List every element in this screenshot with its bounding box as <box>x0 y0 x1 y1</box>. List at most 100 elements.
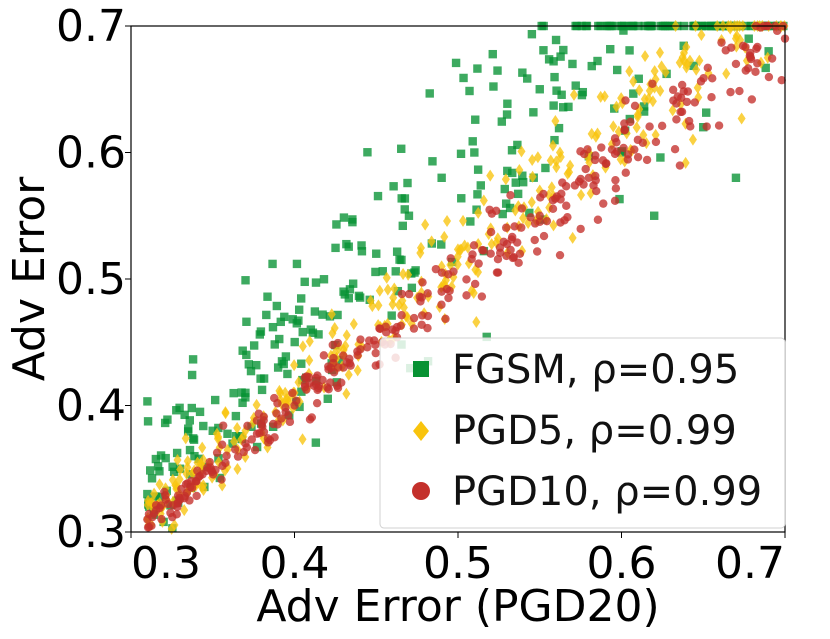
fgsm-point <box>348 217 357 227</box>
fgsm-point <box>333 310 342 320</box>
fgsm-point <box>615 194 624 204</box>
pgd10-point <box>508 232 517 242</box>
pgd10-point <box>307 413 317 422</box>
pgd10-point <box>217 440 227 449</box>
axis-ticks: 0.3 0.4 0.5 0.6 0.7 0.3 0.4 0.5 0.6 0.7 <box>56 1 786 589</box>
pgd5-point <box>546 154 555 167</box>
pgd5-point <box>600 90 609 103</box>
pgd10-point <box>621 168 630 177</box>
x-tick-label: 0.4 <box>260 538 330 589</box>
pgd10-point <box>369 336 379 345</box>
pgd5-point <box>682 40 691 53</box>
pgd5-point <box>632 121 641 134</box>
fgsm-point <box>503 99 512 108</box>
pgd10-point <box>417 311 427 320</box>
fgsm-point <box>577 90 587 100</box>
y-tick-label: 0.4 <box>56 381 126 432</box>
pgd10-point <box>703 63 712 73</box>
y-tick-label: 0.5 <box>56 254 126 305</box>
pgd10-point <box>611 184 621 193</box>
fgsm-point <box>392 247 402 256</box>
pgd5-point <box>547 181 556 194</box>
pgd10-point <box>717 38 726 47</box>
fgsm-point <box>437 240 446 249</box>
fgsm-point <box>155 492 164 502</box>
fgsm-point <box>199 421 208 431</box>
pgd5-point <box>305 354 314 367</box>
pgd10-point <box>672 115 681 124</box>
pgd5-point <box>517 145 526 158</box>
fgsm-point <box>505 203 515 213</box>
pgd10-point <box>675 161 685 170</box>
pgd10-point <box>495 248 505 258</box>
legend-box <box>379 337 786 529</box>
fgsm-point <box>311 438 321 447</box>
fgsm-point <box>156 451 166 460</box>
fgsm-point <box>283 369 292 379</box>
pgd10-point <box>486 227 496 237</box>
pgd10-point <box>581 164 590 174</box>
fgsm-point <box>210 395 220 405</box>
pgd10-point <box>329 353 338 363</box>
pgd10-point <box>470 279 480 289</box>
fgsm-point <box>342 239 351 249</box>
fgsm-point <box>391 267 400 276</box>
fgsm-point <box>143 489 152 499</box>
pgd10-point <box>747 95 757 104</box>
pgd10-point <box>243 421 252 431</box>
fgsm-point <box>296 294 306 303</box>
fgsm-point <box>744 34 753 43</box>
pgd10-point <box>485 205 494 214</box>
pgd5-point <box>486 169 495 182</box>
fgsm-point <box>318 310 327 319</box>
fgsm-point <box>508 168 517 178</box>
fgsm-point <box>527 29 537 39</box>
fgsm-point <box>404 211 414 220</box>
fgsm-point <box>188 355 198 364</box>
fgsm-point <box>187 370 197 380</box>
pgd10-point <box>467 254 476 264</box>
fgsm-point <box>629 89 638 98</box>
pgd10-point <box>409 324 419 333</box>
pgd5-point <box>233 463 242 476</box>
pgd10-point <box>265 435 275 445</box>
pgd10-point <box>417 293 426 302</box>
fgsm-point <box>310 307 320 316</box>
fgsm-point <box>619 26 628 35</box>
fgsm-point <box>348 279 358 288</box>
fgsm-point <box>498 209 507 219</box>
fgsm-point <box>387 311 396 320</box>
pgd5-point <box>548 139 557 152</box>
pgd5-point <box>344 368 353 381</box>
legend-marker-pgd5 <box>413 421 429 441</box>
y-tick-label: 0.3 <box>56 507 126 558</box>
pgd10-point <box>285 417 295 427</box>
pgd5-point <box>678 51 687 64</box>
pgd5-point <box>469 287 478 300</box>
fgsm-point <box>252 360 261 370</box>
fgsm-point <box>163 415 172 424</box>
pgd5-point <box>644 92 653 105</box>
pgd10-point <box>218 461 227 471</box>
fgsm-point <box>314 330 323 339</box>
pgd10-point <box>449 267 458 276</box>
pgd5-point <box>341 339 350 352</box>
fgsm-point <box>523 74 532 83</box>
fgsm-point <box>389 182 398 191</box>
pgd5-point <box>511 204 520 217</box>
pgd10-point <box>191 477 201 486</box>
fgsm-point <box>172 448 182 458</box>
pgd5-point <box>198 441 207 454</box>
pgd5-point <box>568 231 577 244</box>
fgsm-point <box>263 292 272 301</box>
fgsm-point <box>761 63 770 73</box>
pgd10-point <box>493 254 503 264</box>
pgd10-point <box>257 420 267 429</box>
pgd10-point <box>208 470 218 479</box>
pgd10-point <box>273 420 282 429</box>
pgd5-point <box>173 453 182 466</box>
pgd10-point <box>404 289 414 299</box>
pgd10-point <box>462 291 471 300</box>
pgd10-point <box>610 196 620 206</box>
